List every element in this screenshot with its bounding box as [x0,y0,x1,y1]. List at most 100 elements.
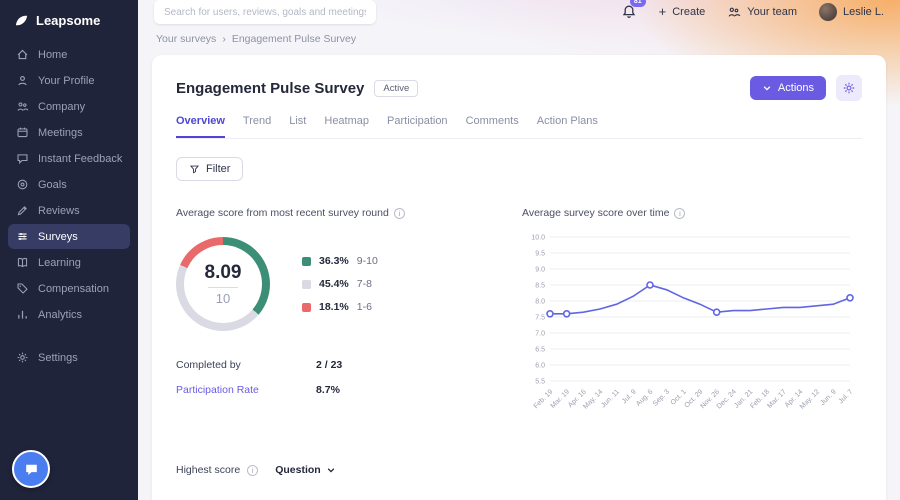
gear-icon [16,351,29,364]
search-input[interactable] [154,0,376,24]
sidebar-item-label: Surveys [38,231,78,243]
gear-icon [842,81,856,95]
tag-icon [16,282,29,295]
sidebar-item-instant-feedback[interactable]: Instant Feedback [8,146,130,171]
info-icon[interactable] [247,465,258,476]
sidebar-item-your-profile[interactable]: Your Profile [8,68,130,93]
user-menu[interactable]: Leslie L. [819,3,884,21]
svg-text:6.5: 6.5 [535,347,545,354]
tab-overview[interactable]: Overview [176,115,225,138]
legend-pct: 18.1% [319,301,349,313]
svg-text:Jun. 11: Jun. 11 [600,388,621,409]
sidebar-item-goals[interactable]: Goals [8,172,130,197]
actions-label: Actions [778,82,814,94]
tab-heatmap[interactable]: Heatmap [324,115,369,138]
completed-by-row: Completed by 2 / 23 [176,359,514,371]
chevron-down-icon [326,465,336,475]
content-area: Engagement Pulse Survey Active Actions O… [138,47,900,500]
sidebar-item-analytics[interactable]: Analytics [8,302,130,327]
legend-item: 45.4% 7-8 [302,278,378,290]
people-icon [16,100,29,113]
target-icon [16,178,29,191]
actions-button[interactable]: Actions [750,76,826,100]
tab-participation[interactable]: Participation [387,115,448,138]
info-icon[interactable] [674,208,685,219]
score-out-of: 10 [216,291,230,306]
sidebar-item-compensation[interactable]: Compensation [8,276,130,301]
svg-text:Jul. 7: Jul. 7 [838,388,855,405]
svg-text:8.5: 8.5 [535,283,545,290]
sidebar-item-reviews[interactable]: Reviews [8,198,130,223]
chat-launcher-button[interactable] [12,450,50,488]
participation-rate-link[interactable]: Participation Rate [176,384,316,396]
your-team-label: Your team [747,6,797,18]
create-button[interactable]: Create [659,5,706,19]
highest-score-label: Highest score [176,464,240,476]
tab-trend[interactable]: Trend [243,115,271,138]
user-name: Leslie L. [843,6,884,18]
sidebar: Leapsome Home Your Profile Company Meeti… [0,0,138,500]
question-dropdown[interactable]: Question [275,464,336,476]
sidebar-item-settings[interactable]: Settings [8,345,130,370]
info-icon[interactable] [394,208,405,219]
sidebar-item-label: Compensation [38,283,109,295]
survey-settings-button[interactable] [836,75,862,101]
completed-by-value: 2 / 23 [316,359,342,371]
svg-text:6.0: 6.0 [535,363,545,370]
svg-text:Jun. 9: Jun. 9 [819,388,838,407]
svg-text:7.0: 7.0 [535,331,545,338]
recent-round-heading: Average score from most recent survey ro… [176,207,389,219]
create-label: Create [672,6,705,18]
sidebar-item-label: Home [38,49,67,61]
card-footer: Highest score Question [176,464,862,476]
topbar: 81 Create Your team Leslie L. [138,0,900,24]
legend-item: 18.1% 1-6 [302,301,378,313]
sidebar-item-learning[interactable]: Learning [8,250,130,275]
your-team-button[interactable]: Your team [727,5,797,19]
trend-heading: Average survey score over time [522,207,669,219]
gauge-row: 8.09 10 36.3% 9-10 [176,237,514,331]
question-dropdown-label: Question [275,464,321,476]
sidebar-nav: Home Your Profile Company Meetings Insta… [0,40,138,372]
overview-columns: Average score from most recent survey ro… [176,207,862,438]
sliders-icon [16,230,29,243]
notification-badge: 81 [630,0,646,7]
team-icon [727,5,741,19]
notifications-button[interactable]: 81 [621,4,637,20]
tab-action-plans[interactable]: Action Plans [537,115,598,138]
average-score: 8.09 [205,262,242,284]
filter-label: Filter [206,163,230,175]
sidebar-item-label: Analytics [38,309,82,321]
svg-text:Mar. 17: Mar. 17 [766,388,788,410]
participation-rate-row: Participation Rate 8.7% [176,384,514,396]
breadcrumb-parent[interactable]: Your surveys [156,33,216,45]
legend-range: 1-6 [357,301,372,313]
trend-chart: 10.09.59.08.58.07.57.06.56.05.5Feb. 19Ma… [522,229,858,433]
chevron-down-icon [762,83,772,93]
score-legend: 36.3% 9-10 45.4% 7-8 18.1% [302,255,378,313]
trend-chart-wrap: 10.09.59.08.58.07.57.06.56.05.5Feb. 19Ma… [522,229,862,438]
sidebar-item-home[interactable]: Home [8,42,130,67]
sidebar-item-company[interactable]: Company [8,94,130,119]
breadcrumb-separator: › [222,33,226,45]
brand-logo[interactable]: Leapsome [0,0,138,40]
plus-icon [659,5,667,19]
legend-range: 9-10 [357,255,378,267]
recent-round-section: Average score from most recent survey ro… [176,207,514,438]
sidebar-item-label: Goals [38,179,67,191]
home-icon [16,48,29,61]
tab-comments[interactable]: Comments [466,115,519,138]
sidebar-item-meetings[interactable]: Meetings [8,120,130,145]
sidebar-item-label: Settings [38,352,78,364]
sidebar-item-label: Your Profile [38,75,94,87]
legend-swatch-red [302,303,311,312]
legend-range: 7-8 [357,278,372,290]
trend-heading-row: Average survey score over time [522,207,862,219]
participation-stats: Completed by 2 / 23 Participation Rate 8… [176,359,514,396]
filter-button[interactable]: Filter [176,157,243,181]
legend-swatch-gray [302,280,311,289]
status-badge: Active [374,80,418,97]
sidebar-item-surveys[interactable]: Surveys [8,224,130,249]
breadcrumb: Your surveys › Engagement Pulse Survey [138,24,900,47]
tab-list[interactable]: List [289,115,306,138]
